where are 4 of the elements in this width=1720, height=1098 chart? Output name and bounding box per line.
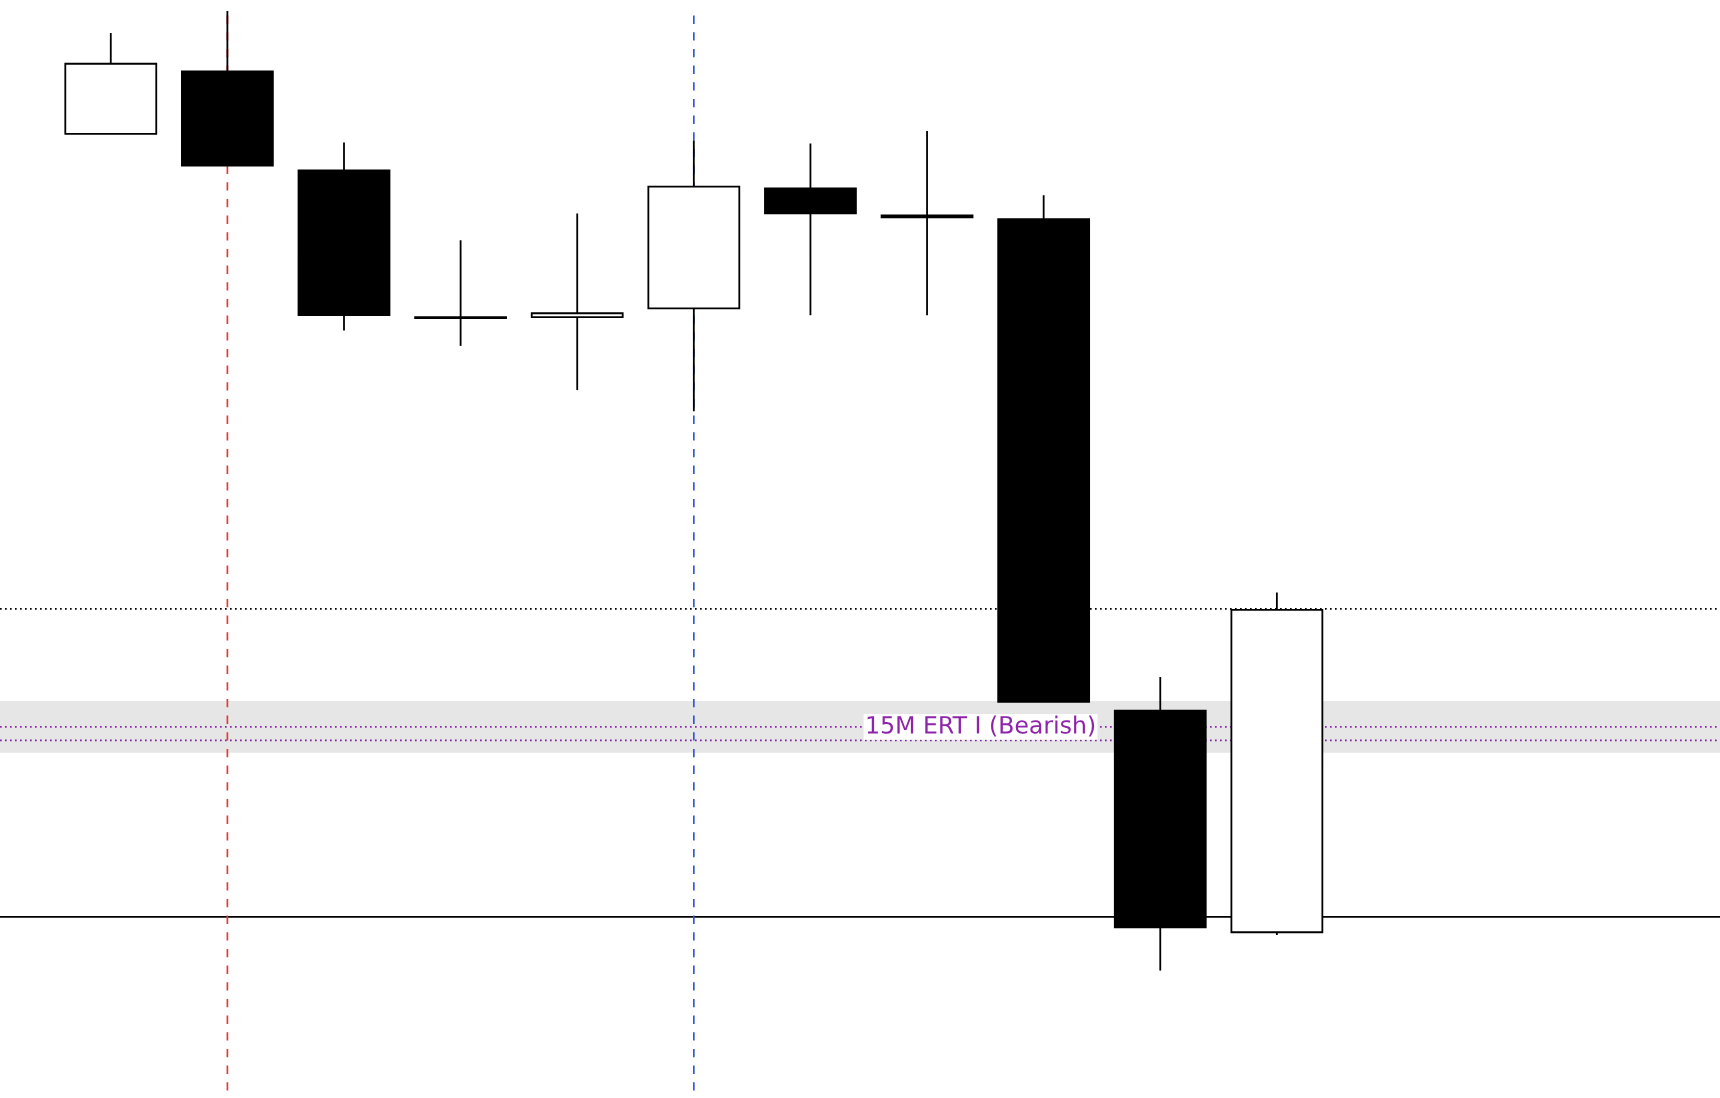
candlestick [414, 239, 507, 347]
ref-line-label: 15M ERT I (Bearish) [867, 715, 1095, 737]
candlestick [530, 212, 624, 391]
candlestick [880, 130, 974, 317]
